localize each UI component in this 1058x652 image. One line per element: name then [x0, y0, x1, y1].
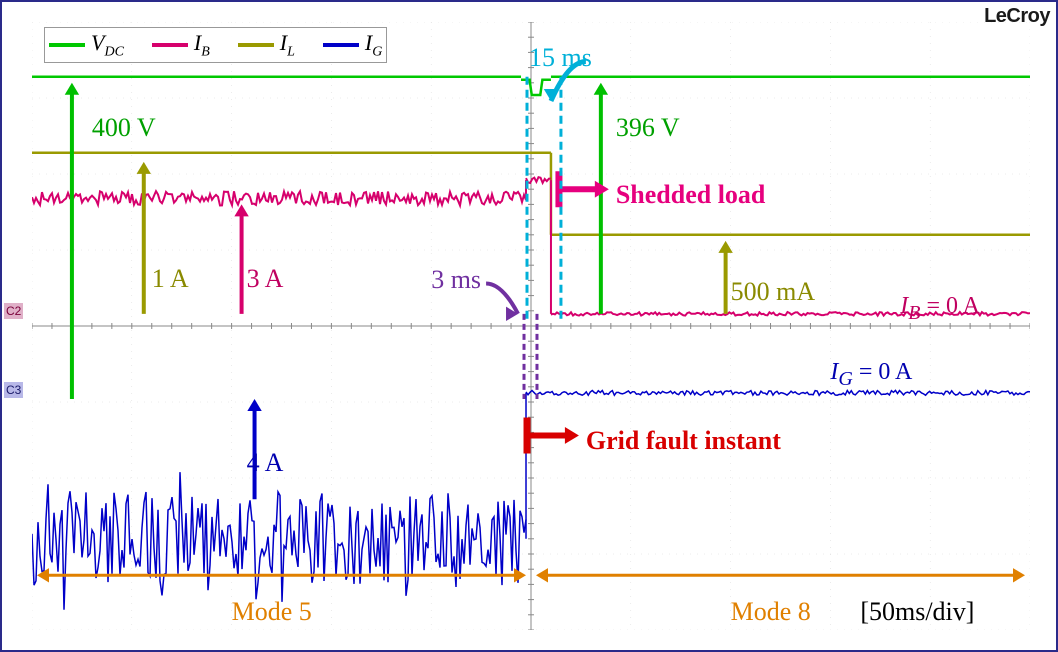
legend-swatch	[152, 43, 188, 47]
legend-label: IG	[365, 30, 382, 60]
legend-item-ig: IG	[323, 30, 382, 60]
trace-svg	[32, 22, 1030, 630]
annotation-timebase: [50ms/div]	[860, 597, 974, 627]
legend-swatch	[238, 43, 274, 47]
annotation-ib_zero: IB = 0 A	[900, 293, 980, 325]
annotation-ig_zero: IG = 0 A	[830, 359, 912, 391]
annotation-vdc_right: 396 V	[616, 113, 680, 143]
grid-svg	[32, 22, 1030, 630]
annotation-il_right: 500 mA	[731, 277, 816, 307]
annotation-svg	[32, 22, 1030, 630]
legend-item-il: IL	[238, 30, 295, 60]
legend: VDC IB IL IG	[44, 27, 387, 63]
oscilloscope-screenshot: LeCroy VDC IB IL IG C2C3 400 V396 V1 A3 …	[0, 0, 1058, 652]
legend-swatch	[323, 43, 359, 47]
channel-marker-C3: C3	[4, 382, 23, 398]
legend-label: IB	[194, 30, 210, 60]
annotation-ib_left: 3 A	[247, 264, 284, 294]
plot-area	[32, 22, 1030, 630]
annotation-grid_fault: Grid fault instant	[586, 426, 781, 456]
annotation-il_left: 1 A	[152, 264, 189, 294]
channel-marker-C2: C2	[4, 303, 23, 319]
annotation-mode5: Mode 5	[232, 597, 312, 627]
annotation-ig_val: 4 A	[247, 448, 284, 478]
legend-item-vdc: VDC	[49, 30, 124, 60]
annotation-vdc_left: 400 V	[92, 113, 156, 143]
legend-label: VDC	[91, 30, 124, 60]
annotation-t_3ms: 3 ms	[431, 265, 481, 295]
legend-swatch	[49, 43, 85, 47]
legend-label: IL	[280, 30, 295, 60]
annotation-mode8: Mode 8	[731, 597, 811, 627]
legend-item-ib: IB	[152, 30, 210, 60]
annotation-shed: Shedded load	[616, 180, 766, 210]
annotation-t_15ms: 15 ms	[529, 43, 592, 73]
